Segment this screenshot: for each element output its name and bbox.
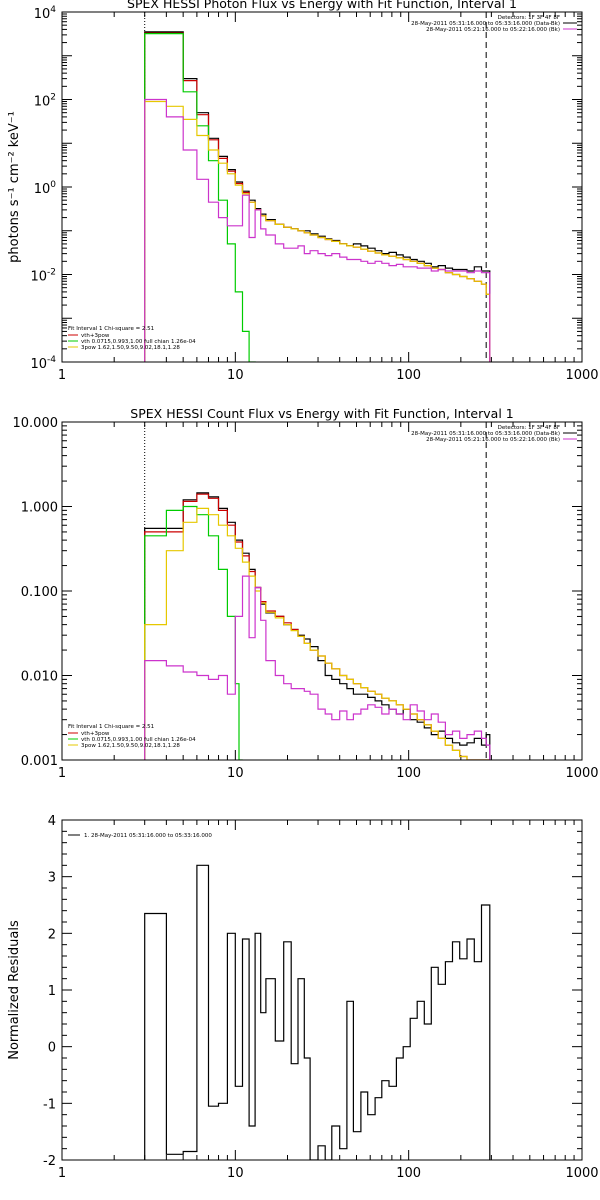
y-axis-label: photons s⁻¹ cm⁻² keV⁻¹ [7, 111, 22, 263]
series-line-4 [144, 575, 491, 760]
legend-bottom-header: Fit Interval 1 Chi-square = 2.51 [68, 326, 154, 332]
legend-top-entry: 28-May-2011 05:21:16.000 to 05:22:16.000… [426, 27, 560, 33]
legend-bottom-entry: vth 0.0715,0.993,1.00 full chian 1.26e-0… [81, 737, 196, 743]
series-line-1 [144, 32, 491, 362]
y-tick-label: 3 [48, 871, 56, 886]
y-tick-label: 100 [34, 180, 57, 197]
x-tick-label: 100 [396, 1166, 421, 1181]
series-line-2 [144, 33, 256, 362]
y-tick-label: 0.010 [21, 670, 58, 685]
legend-bottom-entry: 3pow 1.62,1.50,9.50,9.02,18.1,1.28 [81, 743, 180, 749]
x-tick-label: 10 [227, 766, 244, 781]
x-tick-label: 1000 [565, 766, 598, 781]
y-tick-label: 1.000 [21, 501, 58, 516]
x-tick-label: 1000 [565, 368, 598, 383]
x-tick-label: 1 [58, 368, 66, 383]
x-tick-label: 1000 [565, 1166, 598, 1181]
legend-bottom-entry: 3pow 1.62,1.50,9.50,9.02,18.1,1.28 [81, 345, 180, 351]
series-line-2 [144, 505, 243, 760]
y-tick-label: -2 [43, 1154, 56, 1169]
y-tick-label: 102 [34, 93, 56, 110]
legend-bottom-header: Fit Interval 1 Chi-square = 2.51 [68, 724, 154, 730]
series-line-0 [144, 864, 491, 1160]
y-axis-label: Normalized Residuals [7, 920, 22, 1060]
y-tick-label: 2 [48, 927, 56, 942]
y-tick-label: 0.001 [21, 754, 58, 769]
legend-bottom-entry: vth 0.0715,0.993,1.00 full chian 1.26e-0… [81, 339, 196, 345]
plot-frame [61, 421, 583, 761]
legend-top-entry: 28-May-2011 05:31:16.000 to 05:33:16.000… [411, 431, 560, 437]
x-tick-label: 100 [396, 766, 421, 781]
legend-top-entry: Detectors: 1F 3F 4F 8F [498, 15, 560, 21]
y-tick-label: 1 [48, 984, 56, 999]
legend-top-entry: 28-May-2011 05:21:16.000 to 05:22:16.000… [426, 437, 560, 443]
plot-frame [61, 819, 583, 1161]
y-tick-label: 10-4 [30, 355, 56, 372]
y-tick-label: 4 [48, 814, 56, 829]
y-tick-label: 104 [34, 5, 57, 22]
chart-title: SPEX HESSI Photon Flux vs Energy with Fi… [127, 0, 517, 11]
y-tick-label: 0.100 [21, 585, 58, 600]
chart-title: SPEX HESSI Count Flux vs Energy with Fit… [130, 406, 513, 421]
legend-entry: 1. 28-May-2011 05:31:16.000 to 05:33:16.… [84, 833, 212, 839]
x-tick-label: 1 [58, 1166, 66, 1181]
y-tick-label: 10-2 [30, 268, 56, 285]
series-line-4 [144, 98, 491, 362]
y-tick-label: -1 [43, 1097, 56, 1112]
legend-top-entry: 28-May-2011 05:31:16.000 to 05:33:16.000… [411, 21, 560, 27]
series-line-3 [144, 100, 491, 362]
y-tick-label: 0 [48, 1041, 56, 1056]
y-tick-label: 10.000 [13, 416, 59, 431]
legend-bottom-entry: vth+3pow [81, 731, 110, 737]
x-tick-label: 10 [227, 1166, 244, 1181]
plot-frame [61, 11, 583, 363]
series-line-3 [144, 507, 490, 760]
legend-bottom-entry: vth+3pow [81, 333, 110, 339]
x-tick-label: 10 [227, 368, 244, 383]
legend-top-entry: Detectors: 1F 3F 4F 8F [498, 425, 560, 431]
x-tick-label: 100 [396, 368, 421, 383]
x-tick-label: 1 [58, 766, 66, 781]
